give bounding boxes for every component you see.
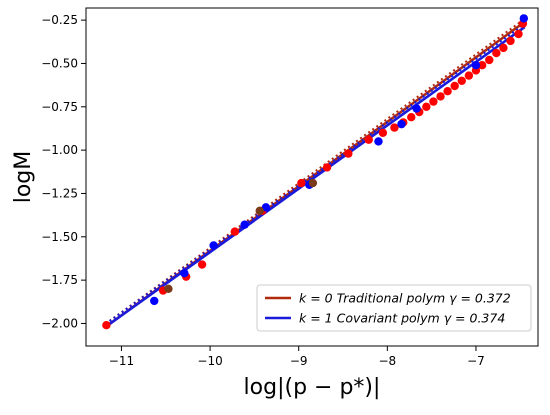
series-0-point [506, 36, 515, 46]
y-axis-title: logM [11, 151, 36, 204]
x-axis-title: log|(p − p*)| [244, 375, 381, 400]
overlap-point [255, 206, 264, 215]
series-0-point [297, 178, 306, 188]
series-1-point [180, 269, 189, 278]
legend-box [256, 284, 532, 332]
series-0-point [485, 55, 494, 65]
series-1-point [261, 203, 271, 212]
series-1-fit-line [104, 26, 526, 328]
series-0-point [378, 128, 388, 137]
series-1-point [209, 241, 218, 250]
series-1-point [471, 60, 481, 70]
y-tick-label: −2.00 [41, 316, 78, 330]
series-0-point [102, 321, 111, 330]
x-tick-label: −8 [378, 354, 396, 368]
series-1-point [397, 119, 406, 129]
y-tick-label: −0.25 [41, 13, 78, 27]
series-0-point [197, 260, 207, 269]
x-tick-label: −7 [467, 354, 485, 368]
series-1-point [240, 220, 249, 229]
series-0-dotted-line [104, 18, 526, 325]
series-0-point [443, 87, 452, 96]
series-0-point [407, 113, 416, 122]
series-0-point [457, 76, 466, 86]
y-tick-label: −1.75 [41, 273, 78, 287]
axes-layer: −11 −10 −9 −8 −7 −2.00 −1.75 −1.50 −1.25 −1.00 −0.… [11, 7, 539, 400]
series-1-point [150, 296, 159, 306]
y-tick-label: −0.75 [41, 100, 78, 114]
series-0-point [450, 81, 459, 91]
legend-label-1: k = 1 Covariant polym γ = 0.374 [299, 311, 505, 326]
x-tick-label: −11 [109, 354, 134, 368]
series-0-point [422, 102, 431, 112]
series-0-point [230, 227, 240, 236]
x-tick-label: −10 [197, 354, 222, 368]
series-0-point [344, 149, 353, 158]
series-1-point [519, 14, 529, 23]
series-0-point [364, 135, 373, 144]
series-0-point [514, 29, 523, 39]
y-tick-label: −1.00 [41, 143, 78, 157]
overlap-point [308, 178, 318, 188]
series-0-point [499, 43, 508, 53]
series-0-point [464, 71, 474, 80]
y-tick-label: −1.25 [41, 186, 78, 200]
series-1-point [374, 137, 383, 146]
series-0-point [477, 60, 487, 70]
series-0-point [436, 92, 445, 101]
plot-frame [85, 7, 539, 347]
series-0-point [492, 48, 501, 58]
series-1-dotted-line [104, 23, 526, 325]
plot-layer [102, 14, 529, 330]
series-0-point [322, 163, 332, 172]
overlap-point [164, 284, 173, 293]
legend-label-0: k = 0 Traditional polym γ = 0.372 [299, 291, 511, 306]
series-1-point [412, 104, 421, 113]
legend: k = 0 Traditional polym γ = 0.372 k = 1 C… [256, 284, 532, 332]
series-0-point [390, 123, 399, 132]
x-tick-label: −9 [290, 354, 308, 368]
y-tick-label: −0.50 [41, 56, 78, 70]
series-0-point [429, 97, 438, 106]
y-tick-label: −1.50 [41, 230, 78, 244]
